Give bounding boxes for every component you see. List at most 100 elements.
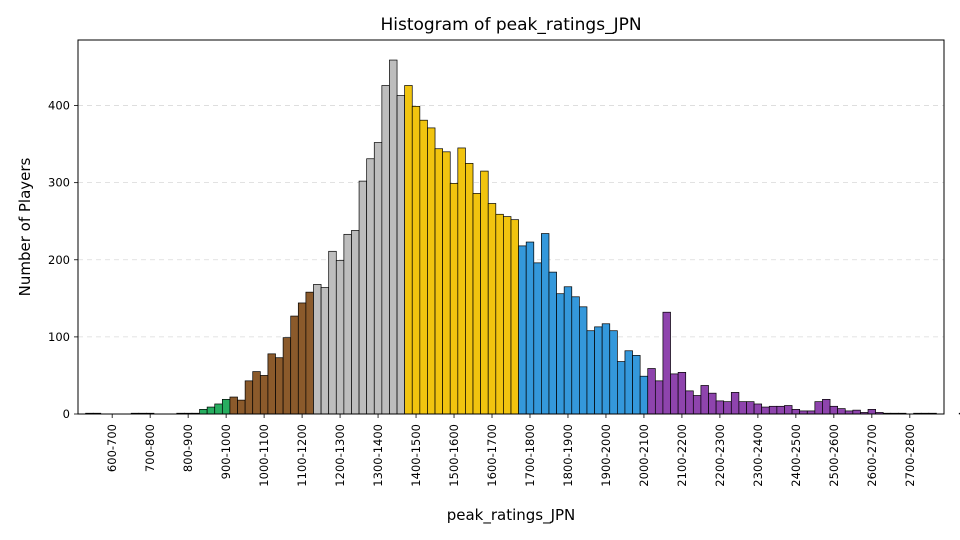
histogram-bar — [381, 85, 390, 415]
histogram-bar — [199, 409, 208, 415]
histogram-bar — [518, 245, 527, 415]
histogram-bar — [343, 233, 352, 415]
y-tick-label: 0 — [63, 407, 70, 421]
x-tick-label: 800-900 — [181, 424, 195, 472]
histogram-bar — [601, 323, 611, 415]
x-axis-ticks: 600-700 700-800 800-900 900-1000 1000-1100 11… — [105, 414, 917, 487]
plot-frame — [77, 39, 945, 415]
histogram-bars — [85, 59, 960, 415]
histogram-bar — [776, 405, 785, 415]
histogram-bar — [221, 398, 231, 415]
x-tick-label: 2300-2400 — [751, 424, 765, 487]
histogram-bar — [373, 142, 383, 415]
x-tick-label: 2400-2500 — [789, 424, 803, 487]
histogram-bar — [465, 163, 474, 415]
histogram-bar — [229, 396, 238, 415]
histogram-bar — [541, 233, 550, 415]
histogram-bar — [715, 400, 725, 415]
histogram-bar — [449, 183, 459, 415]
histogram-bar — [761, 406, 770, 415]
histogram-bar — [563, 286, 573, 415]
histogram-bar — [594, 326, 603, 415]
histogram-bar — [852, 409, 861, 415]
histogram-bar — [632, 355, 641, 415]
histogram-bar — [685, 390, 694, 415]
histogram-bar — [237, 399, 246, 415]
histogram-bar — [275, 357, 284, 415]
histogram-bar — [411, 105, 421, 415]
x-tick-label: 700-800 — [143, 424, 157, 472]
histogram-bar — [351, 230, 360, 415]
x-tick-label: 2500-2600 — [827, 424, 841, 487]
histogram-bar — [305, 291, 314, 415]
x-tick-label: 1400-1500 — [409, 424, 423, 487]
histogram-bar — [579, 306, 588, 415]
histogram-bar — [639, 375, 649, 415]
y-tick-label: 300 — [48, 176, 70, 190]
histogram-bar — [586, 330, 595, 415]
histogram-bar — [328, 250, 337, 415]
histogram-bar — [738, 401, 747, 415]
histogram-bar — [472, 193, 481, 415]
histogram-bar — [746, 401, 755, 415]
x-tick-label: 1000-1100 — [257, 424, 271, 487]
histogram-bar — [510, 219, 519, 415]
histogram-bar — [533, 262, 542, 415]
histogram-bar — [290, 315, 299, 415]
x-tick-label: 2700-2800 — [903, 424, 917, 487]
histogram-bar — [503, 216, 512, 415]
histogram-bar — [389, 59, 398, 415]
histogram-bar — [267, 353, 276, 415]
y-tick-label: 200 — [48, 253, 70, 267]
y-axis-label: Number of Players — [16, 157, 34, 296]
x-tick-label: 1100-1200 — [295, 424, 309, 487]
histogram-bar — [556, 293, 565, 415]
x-tick-label: 1700-1800 — [523, 424, 537, 487]
histogram-bar — [692, 395, 702, 415]
histogram-bar — [244, 380, 254, 415]
x-tick-label: 1200-1300 — [333, 424, 347, 487]
histogram-bar — [814, 401, 823, 415]
histogram-bar — [404, 85, 413, 415]
histogram-bar — [313, 284, 322, 415]
histogram-bar — [867, 409, 876, 415]
histogram-bar — [480, 170, 489, 415]
histogram-bar — [677, 372, 687, 415]
x-tick-label: 2600-2700 — [865, 424, 879, 487]
chart-title: Histogram of peak_ratings_JPN — [380, 15, 641, 35]
histogram-bar — [297, 302, 307, 415]
histogram-bar — [335, 260, 345, 415]
histogram-bar — [753, 403, 763, 415]
histogram-bar — [708, 392, 717, 415]
x-axis-label: peak_ratings_JPN — [447, 506, 576, 525]
y-axis-ticks: 0 100 200 300 400 — [48, 99, 78, 421]
histogram-bar — [259, 375, 269, 415]
histogram-bar — [320, 287, 330, 415]
x-tick-label: 1900-2000 — [599, 424, 613, 487]
histogram-bar — [442, 151, 451, 415]
histogram-bar — [784, 405, 793, 415]
x-tick-label: 1500-1600 — [447, 424, 461, 487]
histogram-bar — [791, 409, 801, 415]
histogram-bar — [214, 403, 223, 415]
x-tick-label: 2200-2300 — [713, 424, 727, 487]
histogram-bar — [525, 241, 535, 415]
histogram-bar — [723, 401, 732, 415]
histogram-bar — [571, 296, 580, 415]
histogram-bar — [358, 180, 368, 415]
histogram-bar — [617, 361, 626, 415]
y-tick-label: 400 — [48, 99, 70, 113]
x-tick-label: 1600-1700 — [485, 424, 499, 487]
histogram-bar — [366, 158, 375, 415]
histogram-bar — [837, 408, 846, 415]
x-tick-label: 600-700 — [105, 424, 119, 472]
histogram-bar — [396, 95, 405, 415]
histogram-bar — [495, 213, 504, 415]
x-tick-label: 900-1000 — [219, 424, 233, 479]
histogram-bar — [548, 271, 557, 415]
x-tick-label: 1800-1900 — [561, 424, 575, 487]
histogram-bar — [419, 119, 428, 415]
histogram-bar — [434, 148, 443, 415]
histogram-bar — [730, 392, 740, 415]
